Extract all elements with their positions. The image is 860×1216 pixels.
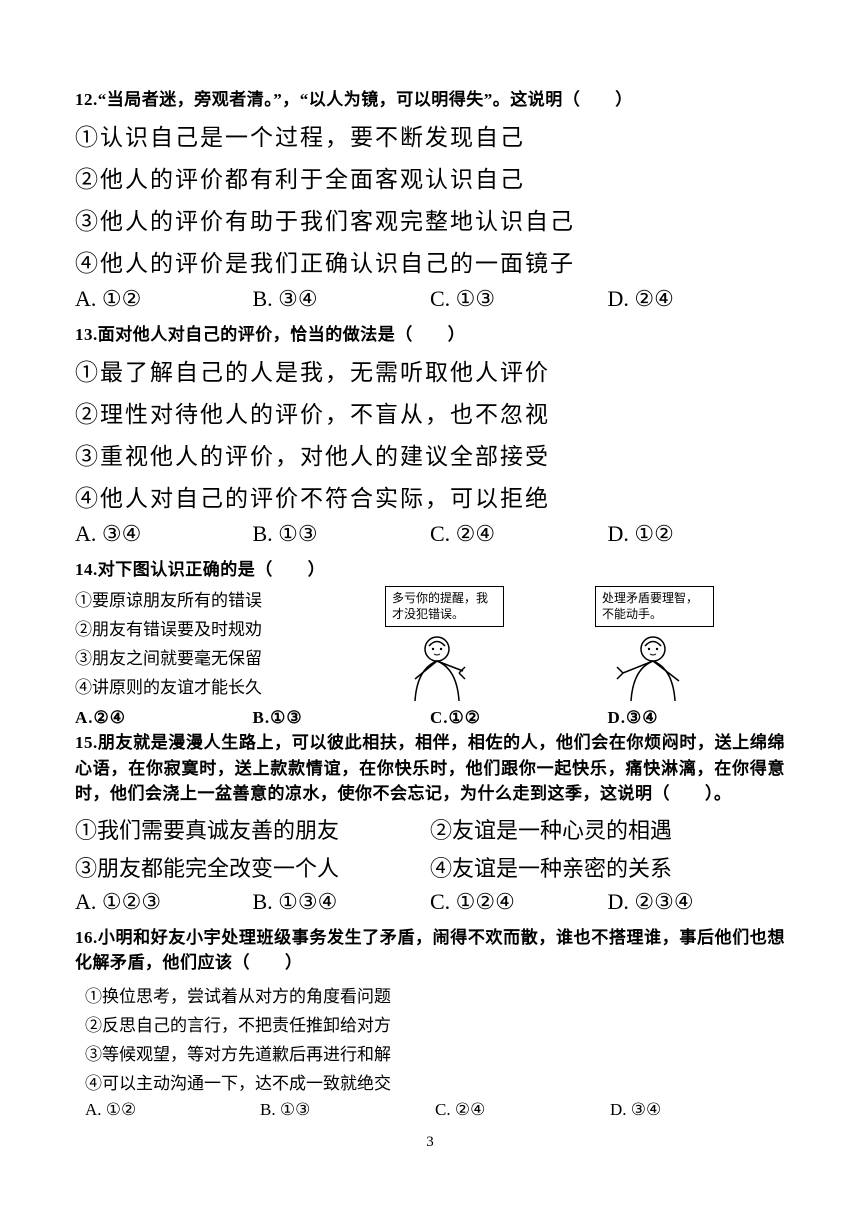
q13-opt-a[interactable]: A. ③④: [75, 521, 253, 547]
speech-bubble-left: 多亏你的提醒，我才没犯错误。: [385, 586, 504, 627]
q14-opt-d[interactable]: D.③④: [608, 708, 786, 728]
q14-figure-left: 多亏你的提醒，我才没犯错误。: [385, 586, 555, 701]
q12-number: 12.: [75, 90, 98, 109]
q12-stmt-1: ①认识自己是一个过程，要不断发现自己: [75, 118, 785, 152]
q15-stmts-row1: ①我们需要真诚友善的朋友 ②友谊是一种心灵的相遇: [75, 813, 785, 845]
q13-stmt-4: ④他人对自己的评价不符合实际，可以拒绝: [75, 479, 785, 513]
q14-body: ①要原谅朋友所有的错误 ②朋友有错误要及时规劝 ③朋友之间就要毫无保留 ④讲原则…: [75, 586, 785, 706]
q12-stem: 12.“当局者迷，旁观者清。”，“以人为镜，可以明得失”。这说明（ ）: [75, 85, 785, 110]
q16-number: 16.: [75, 928, 98, 947]
q14-stem-text: 对下图认识正确的是（ ）: [98, 560, 326, 579]
q13-stem: 13.面对他人对自己的评价，恰当的做法是（ ）: [75, 320, 785, 345]
q14-stmt-3: ③朋友之间就要毫无保留: [75, 644, 375, 669]
q16-stmt-2: ②反思自己的言行，不把责任推卸给对方: [75, 1011, 785, 1036]
q15-stmt-4: ④友谊是一种亲密的关系: [430, 851, 785, 883]
q12-stmt-4: ④他人的评价是我们正确认识自己的一面镜子: [75, 244, 785, 278]
q12-stmt-2: ②他人的评价都有利于全面客观认识自己: [75, 160, 785, 194]
q12-opt-b[interactable]: B. ③④: [253, 286, 431, 312]
q12-opt-d[interactable]: D. ②④: [608, 286, 786, 312]
q15-opt-d[interactable]: D. ②③④: [608, 889, 786, 915]
q15-number: 15.: [75, 733, 98, 752]
page-container: 12.“当局者迷，旁观者清。”，“以人为镜，可以明得失”。这说明（ ） ①认识自…: [0, 0, 860, 1191]
q15-stem-text: 朋友就是漫漫人生路上，可以彼此相扶，相伴，相佐的人，他们会在你烦闷时，送上绵绵心…: [75, 733, 785, 803]
q14-opt-a[interactable]: A.②④: [75, 708, 253, 728]
q13-opt-c[interactable]: C. ②④: [430, 521, 608, 547]
q13-stem-text: 面对他人对自己的评价，恰当的做法是（ ）: [98, 325, 466, 344]
q14-stmt-1: ①要原谅朋友所有的错误: [75, 586, 375, 611]
q13-opt-b[interactable]: B. ①③: [253, 521, 431, 547]
q15-opt-a[interactable]: A. ①②③: [75, 889, 253, 915]
q15-opt-c[interactable]: C. ①②④: [430, 889, 608, 915]
q13-opt-d[interactable]: D. ①②: [608, 521, 786, 547]
q14-statements: ①要原谅朋友所有的错误 ②朋友有错误要及时规劝 ③朋友之间就要毫无保留 ④讲原则…: [75, 586, 375, 698]
q12-stmt-3: ③他人的评价有助于我们客观完整地认识自己: [75, 202, 785, 236]
q16-options: A. ①② B. ①③ C. ②④ D. ③④: [75, 1100, 785, 1120]
q14-stem: 14.对下图认识正确的是（ ）: [75, 555, 785, 580]
speech-bubble-right: 处理矛盾要理智，不能动手。: [595, 586, 714, 627]
q16-stmt-3: ③等候观望，等对方先道歉后再进行和解: [75, 1040, 785, 1065]
q13-number: 13.: [75, 325, 98, 344]
q16-opt-c[interactable]: C. ②④: [435, 1100, 610, 1120]
q16-opt-b[interactable]: B. ①③: [260, 1100, 435, 1120]
page-number: 3: [75, 1134, 785, 1151]
q14-stmt-4: ④讲原则的友谊才能长久: [75, 673, 375, 698]
q14-opt-c[interactable]: C.①②: [430, 708, 608, 728]
q13-stmt-1: ①最了解自己的人是我，无需听取他人评价: [75, 353, 785, 387]
q13-stmt-3: ③重视他人的评价，对他人的建议全部接受: [75, 437, 785, 471]
q15-stmt-1: ①我们需要真诚友善的朋友: [75, 813, 430, 845]
q12-opt-c[interactable]: C. ①③: [430, 286, 608, 312]
q14-illustration: 多亏你的提醒，我才没犯错误。 处理矛盾要理智，不能动手。: [385, 586, 785, 701]
q15-stmt-2: ②友谊是一种心灵的相遇: [430, 813, 785, 845]
q15-opt-b[interactable]: B. ①③④: [253, 889, 431, 915]
q14-opt-b[interactable]: B.①③: [253, 708, 431, 728]
person-icon: [385, 631, 495, 701]
q16-stem: 16.小明和好友小宇处理班级事务发生了矛盾，闹得不欢而散，谁也不搭理谁，事后他们…: [75, 925, 785, 976]
q12-opt-a[interactable]: A. ①②: [75, 286, 253, 312]
q13-options: A. ③④ B. ①③ C. ②④ D. ①②: [75, 521, 785, 547]
q16-stmt-4: ④可以主动沟通一下，达不成一致就绝交: [75, 1069, 785, 1094]
person-icon: [595, 631, 705, 701]
q16-stem-text: 小明和好友小宇处理班级事务发生了矛盾，闹得不欢而散，谁也不搭理谁，事后他们也想化…: [75, 928, 785, 973]
q15-options: A. ①②③ B. ①③④ C. ①②④ D. ②③④: [75, 889, 785, 915]
q12-stem-text: “当局者迷，旁观者清。”，“以人为镜，可以明得失”。这说明（ ）: [98, 90, 633, 109]
q16-opt-d[interactable]: D. ③④: [610, 1100, 785, 1120]
q14-stmt-2: ②朋友有错误要及时规劝: [75, 615, 375, 640]
q14-options: A.②④ B.①③ C.①② D.③④: [75, 708, 785, 728]
q15-stem: 15.朋友就是漫漫人生路上，可以彼此相扶，相伴，相佐的人，他们会在你烦闷时，送上…: [75, 730, 785, 807]
q16-opt-a[interactable]: A. ①②: [85, 1100, 260, 1120]
q15-stmt-3: ③朋友都能完全改变一个人: [75, 851, 430, 883]
q13-stmt-2: ②理性对待他人的评价，不盲从，也不忽视: [75, 395, 785, 429]
q12-options: A. ①② B. ③④ C. ①③ D. ②④: [75, 286, 785, 312]
q15-stmts-row2: ③朋友都能完全改变一个人 ④友谊是一种亲密的关系: [75, 851, 785, 883]
q14-number: 14.: [75, 560, 98, 579]
q14-figure-right: 处理矛盾要理智，不能动手。: [595, 586, 765, 701]
q16-stmt-1: ①换位思考，尝试着从对方的角度看问题: [75, 982, 785, 1007]
